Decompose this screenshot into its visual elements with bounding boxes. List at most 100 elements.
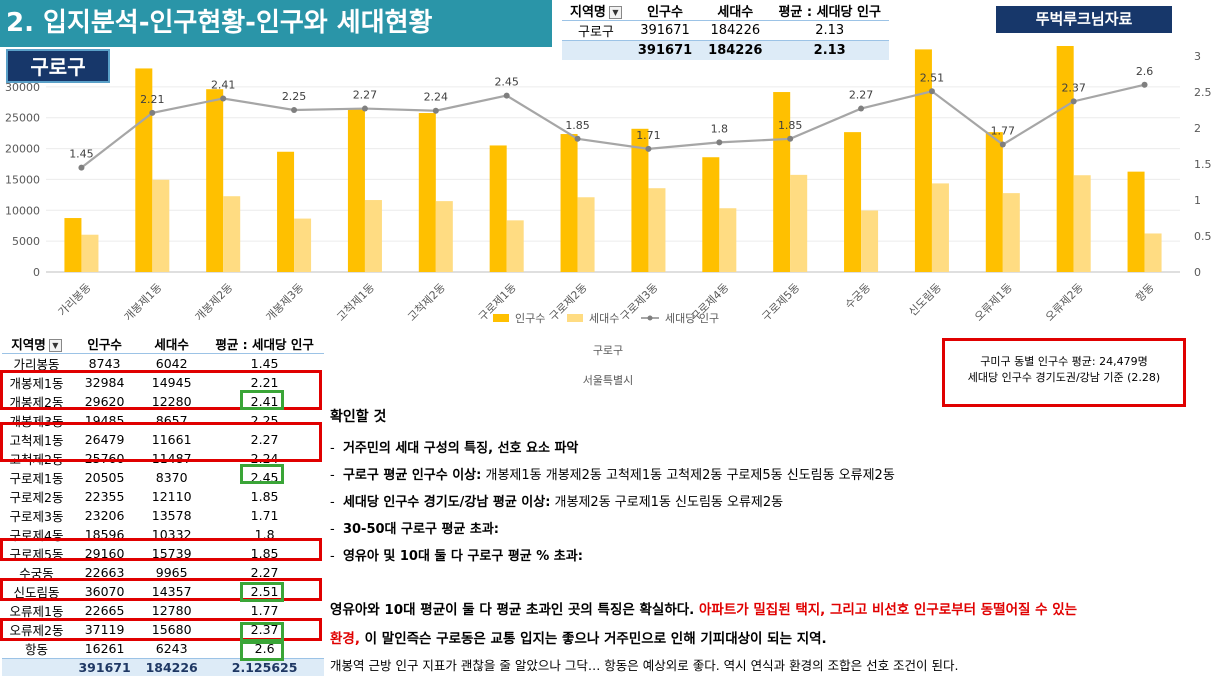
table-cell: 20505 [84, 470, 125, 485]
table-cell: 37119 [84, 622, 125, 637]
y-left-tick-label: 5000 [12, 235, 40, 248]
bar-households [223, 196, 241, 272]
table-row: 신도림동 36070 14357 2.51 [2, 582, 324, 601]
table-cell: 13578 [151, 508, 192, 523]
x-tick-label: 구로제5동 [760, 281, 803, 324]
population-household-chart: 0 5000 10000 15000 20000 25000 30000 0 0.5 1 1.5 2… [5, 46, 1212, 387]
filter-dropdown-icon[interactable]: ▼ [48, 339, 62, 352]
chart-legend: 인구수 세대수 세대당 인구 [493, 312, 719, 325]
table-cell: 고척제1동 [9, 433, 64, 448]
table-cell: 11487 [151, 451, 192, 466]
data-total-cell [2, 658, 72, 677]
highlight-box-green [240, 390, 284, 410]
table-cell: 15680 [151, 622, 192, 637]
data-total-cell: 2.125625 [205, 658, 324, 677]
page-title: 2. 입지분석-인구현황-인구와 세대현황 [0, 0, 552, 47]
table-cell: 2.6 [254, 641, 275, 656]
note-box: 구미구 동별 인구수 평균: 24,479명 세대당 인구수 경기도권/강남 기… [942, 338, 1186, 407]
data-label: 1.85 [778, 119, 803, 132]
legend-marker [647, 315, 653, 321]
line-point [78, 164, 85, 171]
bar-population [844, 132, 862, 272]
x-tick-label: 개봉제3동 [263, 281, 306, 324]
data-label: 2.21 [140, 93, 165, 106]
data-label: 1.85 [565, 119, 590, 132]
district-badge: 구로구 [6, 49, 110, 83]
table-cell: 23206 [84, 508, 125, 523]
line-point [999, 141, 1006, 148]
data-label: 1.71 [636, 129, 661, 142]
checklist-item: - 30-50대 구로구 평균 초과: [330, 522, 500, 537]
table-row: 개봉제1동 32984 14945 2.21 [2, 373, 324, 392]
summary-pivot-table: 지역명 ▼ 인구수 세대수 평균 : 세대당 인구 구로구 391671 1842… [562, 1, 889, 60]
line-point [716, 139, 723, 146]
highlight-box-red [0, 578, 322, 601]
bar-population [773, 92, 791, 272]
highlight-box-green [240, 641, 284, 661]
legend-label: 인구수 [515, 312, 545, 325]
y-right-tick-label: 1.5 [1194, 158, 1212, 171]
y-right-tick-label: 2 [1194, 122, 1201, 135]
highlight-box-red [0, 370, 322, 410]
summary-total-cell: 184226 [700, 40, 771, 60]
legend-swatch [493, 314, 509, 322]
y-right-tick-label: 2.5 [1194, 86, 1212, 99]
table-cell: 12780 [151, 603, 192, 618]
y-left-tick-label: 0 [33, 266, 40, 279]
checklist-item: - 세대당 인구수 경기도/강남 평균 이상: 개봉제2동 구로제1동 신도림동… [330, 495, 784, 510]
x-tick-label: 가리봉동 [56, 281, 94, 319]
line-point [645, 145, 652, 152]
table-cell: 9965 [155, 565, 188, 580]
summary-total-cell: 391671 [629, 40, 701, 60]
highlight-box-red [0, 618, 322, 641]
table-cell: 수궁동 [19, 566, 54, 581]
table-cell: 29160 [84, 546, 125, 561]
line-point [858, 105, 865, 112]
table-row: 항동 16261 6243 2.6 [2, 639, 324, 659]
x-tick-label: 개봉제2동 [193, 281, 236, 324]
data-label: 2.51 [920, 71, 945, 84]
table-cell: 신도림동 [13, 585, 60, 600]
x-tick-label: 오류제2동 [1043, 281, 1086, 324]
table-cell: 1.45 [250, 356, 279, 371]
y-right-tick-label: 3 [1194, 50, 1201, 63]
data-label: 1.77 [991, 125, 1016, 138]
bar-households [1073, 175, 1091, 272]
table-cell: 8743 [88, 356, 121, 371]
table-cell: 32984 [84, 375, 125, 390]
right-axis: 0 0.5 1 1.5 2 2.5 3 [1194, 50, 1212, 279]
line-point [1141, 81, 1148, 88]
data-header-region[interactable]: 지역명 ▼ [2, 334, 72, 354]
x-tick-label: 개봉제1동 [122, 281, 165, 324]
bar-households [577, 197, 595, 272]
left-axis: 0 5000 10000 15000 20000 25000 30000 [5, 81, 40, 279]
summary-header-households: 세대수 [700, 1, 771, 21]
legend-swatch [567, 314, 583, 322]
table-cell: 22663 [84, 565, 125, 580]
line-point [291, 107, 298, 113]
table-cell: 2.24 [250, 451, 279, 466]
table-cell: 구로제3동 [9, 509, 64, 524]
table-cell: 2.51 [250, 584, 279, 599]
bar-households [435, 201, 453, 272]
table-cell: 8370 [155, 470, 188, 485]
table-row: 구로제3동 23206 13578 1.71 [2, 506, 324, 525]
bar-population [418, 113, 436, 272]
table-cell: 36070 [84, 584, 125, 599]
data-label: 2.27 [353, 89, 378, 102]
line-point [574, 135, 581, 142]
summary-total-cell [562, 40, 630, 60]
bar-households [81, 234, 99, 272]
bar-population [135, 68, 153, 272]
table-cell: 22665 [84, 603, 125, 618]
data-label: 2.6 [1136, 65, 1154, 78]
bar-population [1056, 46, 1074, 272]
filter-dropdown-icon[interactable]: ▼ [608, 6, 622, 19]
checklist-item: - 구로구 평균 인구수 이상: 개봉제1동 개봉제2동 고척제1동 고척제2동… [330, 468, 895, 483]
bar-population [985, 132, 1003, 272]
table-row: 오류제1동 22665 12780 1.77 [2, 601, 324, 620]
summary-header-region[interactable]: 지역명 ▼ [562, 1, 630, 21]
bar-households [364, 200, 382, 272]
bar-households [861, 210, 879, 272]
bar-population [206, 89, 224, 272]
